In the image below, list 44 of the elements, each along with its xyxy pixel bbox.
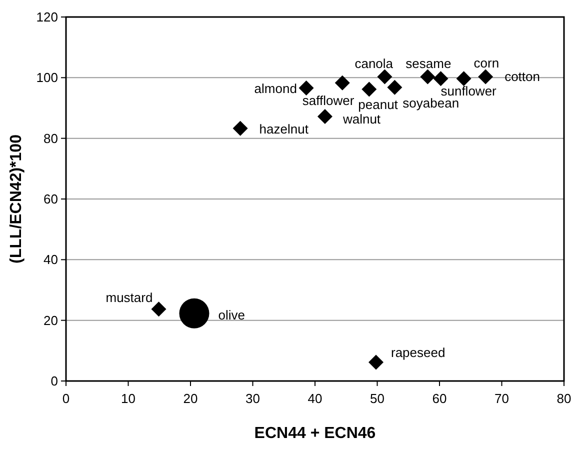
y-tick-label: 40 (44, 252, 58, 268)
point (387, 80, 402, 95)
x-tick-label: 20 (183, 391, 198, 406)
annotation: safflower (302, 92, 355, 108)
x-tick-label: 50 (370, 391, 384, 406)
y-axis-title: (LLL/ECN42)*100 (8, 134, 25, 264)
annotation: corn (474, 56, 500, 71)
annotation: walnut (342, 111, 381, 126)
x-tick-label: 80 (556, 391, 572, 406)
point (433, 71, 448, 86)
annotation: rapeseed (391, 345, 446, 360)
point (151, 302, 166, 317)
annotation: mustard (106, 290, 153, 306)
x-tick-label: 70 (494, 391, 509, 406)
annotation: canola (354, 56, 394, 71)
point (478, 69, 494, 84)
y-tick-label: 0 (50, 374, 58, 388)
annotation: almond (254, 80, 297, 96)
point (298, 80, 314, 96)
annotation: cotton (504, 68, 540, 84)
y-tick-label: 80 (44, 130, 58, 146)
point (334, 75, 350, 90)
point (456, 71, 472, 86)
y-tick-label: 120 (36, 10, 58, 24)
point (232, 120, 248, 136)
x-axis-title: ECN44 + ECN46 (254, 425, 376, 442)
point (420, 69, 436, 84)
annotation: olive (218, 307, 245, 322)
annotation: sesame (406, 56, 452, 71)
point (368, 354, 384, 370)
annotation: hazelnut (259, 121, 309, 136)
x-tick-label: 0 (62, 391, 70, 406)
x-tick-label: 30 (246, 391, 260, 406)
y-tick-label: 20 (44, 312, 58, 328)
point (377, 69, 392, 84)
x-tick-label: 10 (121, 391, 136, 406)
x-tick-label: 40 (308, 391, 322, 406)
point (362, 82, 377, 97)
annotation: peanut (358, 97, 398, 112)
y-tick-label: 60 (44, 192, 58, 206)
x-tick-label: 60 (432, 391, 447, 406)
y-tick-label: 100 (36, 70, 58, 86)
point (317, 108, 332, 124)
point (179, 298, 210, 328)
